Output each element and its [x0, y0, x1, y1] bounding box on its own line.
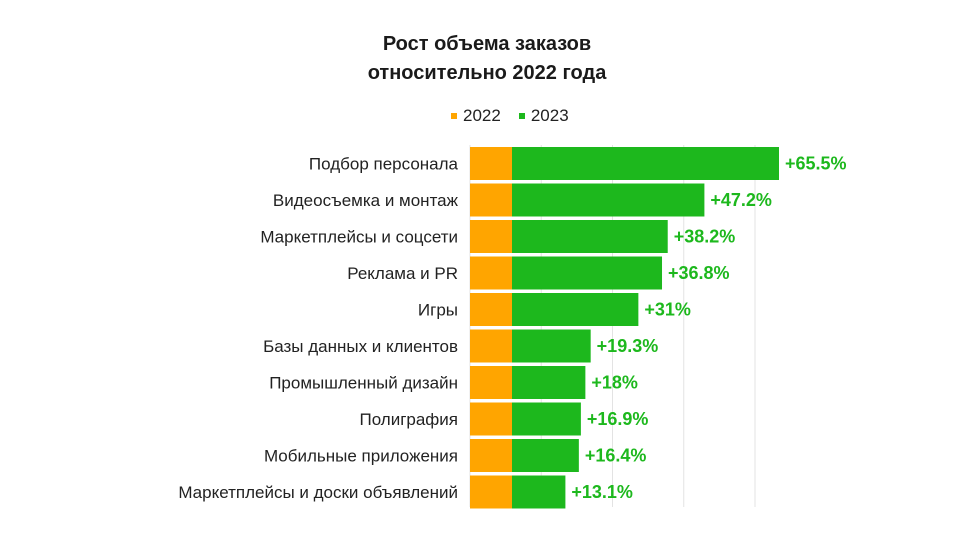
data-label: +38.2% — [674, 227, 736, 247]
bar-2022 — [470, 183, 512, 217]
data-label: +16.4% — [585, 446, 647, 466]
bar-2022 — [470, 475, 512, 509]
bar-2023 — [512, 366, 586, 399]
legend-swatch-2022 — [451, 113, 457, 119]
legend-item-2023: 2023 — [518, 106, 569, 126]
legend-label-2022: 2022 — [463, 106, 501, 125]
bar-2022 — [470, 439, 512, 472]
legend-label-2023: 2023 — [530, 106, 569, 125]
category-label: Реклама и PR — [347, 264, 458, 283]
category-label: Видеосъемка и монтаж — [273, 191, 459, 210]
category-label: Маркетплейсы и соцсети — [260, 228, 458, 247]
data-label: +31% — [644, 300, 691, 320]
bar-2023 — [512, 147, 779, 180]
bar-2022 — [470, 293, 512, 326]
bar-2023 — [512, 402, 581, 436]
data-label: +47.2% — [710, 190, 772, 210]
bar-2023 — [512, 183, 705, 217]
chart-title: Рост объема заказов относительно 2022 го… — [0, 30, 974, 88]
legend-item-2022: 2022 — [451, 106, 501, 126]
bar-2022 — [470, 256, 512, 290]
category-label: Мобильные приложения — [264, 447, 458, 466]
category-label: Подбор персонала — [309, 155, 459, 174]
data-label: +65.5% — [785, 154, 847, 174]
category-label: Полиграфия — [359, 410, 458, 429]
bar-2023 — [512, 220, 668, 253]
legend: 2022 2023 — [451, 106, 587, 126]
bar-2023 — [512, 293, 639, 326]
bar-2022 — [470, 147, 512, 180]
category-label: Маркетплейсы и доски объявлений — [178, 483, 458, 502]
bar-2022 — [470, 329, 512, 363]
data-label: +19.3% — [597, 336, 659, 356]
bar-2023 — [512, 256, 663, 290]
legend-swatch-2023 — [518, 113, 525, 119]
category-label: Игры — [418, 301, 458, 320]
bar-2023 — [512, 439, 579, 472]
bar-2022 — [470, 402, 512, 436]
category-label: Промышленный дизайн — [269, 374, 458, 393]
chart-title-line2: относительно 2022 года — [367, 62, 607, 84]
data-label: +13.1% — [571, 482, 633, 502]
bar-2022 — [470, 220, 512, 253]
bar-2022 — [470, 366, 512, 399]
chart-title-line1: Рост объема заказов — [382, 33, 592, 55]
data-label: +36.8% — [668, 263, 730, 283]
data-label: +18% — [591, 373, 638, 393]
data-label: +16.9% — [587, 409, 649, 429]
category-label: Базы данных и клиентов — [263, 337, 458, 356]
bar-2023 — [512, 329, 591, 363]
bar-2023 — [512, 475, 566, 509]
